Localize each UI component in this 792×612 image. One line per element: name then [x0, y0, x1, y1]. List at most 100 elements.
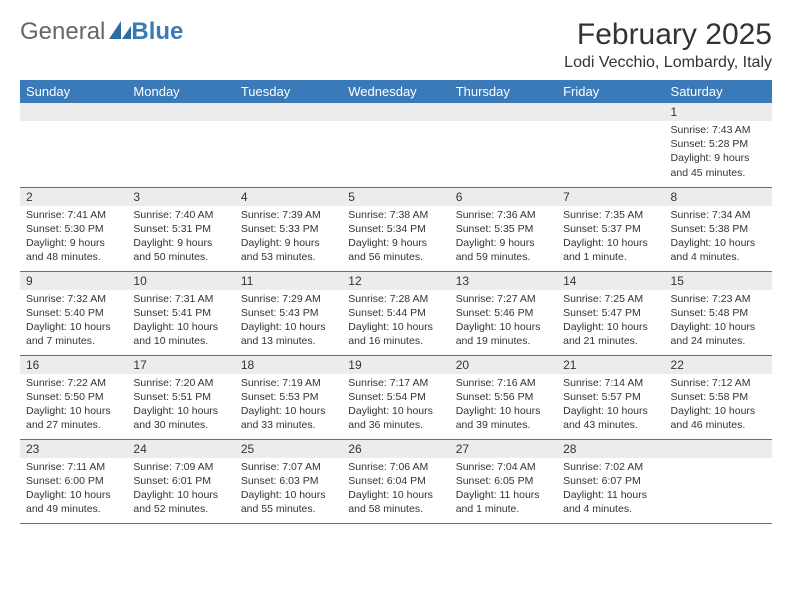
- daylight-text: Daylight: 9 hours and 45 minutes.: [671, 151, 766, 179]
- day-details: Sunrise: 7:19 AMSunset: 5:53 PMDaylight:…: [235, 374, 342, 437]
- day-details: Sunrise: 7:39 AMSunset: 5:33 PMDaylight:…: [235, 206, 342, 269]
- sunset-text: Sunset: 5:57 PM: [563, 390, 658, 404]
- day-cell: 5Sunrise: 7:38 AMSunset: 5:34 PMDaylight…: [342, 187, 449, 271]
- day-number: 17: [127, 356, 234, 374]
- sunrise-text: Sunrise: 7:07 AM: [241, 460, 336, 474]
- sunrise-text: Sunrise: 7:34 AM: [671, 208, 766, 222]
- daylight-text: Daylight: 10 hours and 33 minutes.: [241, 404, 336, 432]
- day-cell: [450, 103, 557, 187]
- day-number: 5: [342, 188, 449, 206]
- sunrise-text: Sunrise: 7:41 AM: [26, 208, 121, 222]
- sunrise-text: Sunrise: 7:17 AM: [348, 376, 443, 390]
- title-block: February 2025 Lodi Vecchio, Lombardy, It…: [564, 18, 772, 72]
- day-number: [235, 103, 342, 121]
- calendar-head: SundayMondayTuesdayWednesdayThursdayFrid…: [20, 80, 772, 103]
- day-cell: 28Sunrise: 7:02 AMSunset: 6:07 PMDayligh…: [557, 439, 664, 523]
- day-details: Sunrise: 7:17 AMSunset: 5:54 PMDaylight:…: [342, 374, 449, 437]
- day-number: 16: [20, 356, 127, 374]
- sunset-text: Sunset: 5:50 PM: [26, 390, 121, 404]
- weekday-header: Friday: [557, 80, 664, 103]
- day-cell: [20, 103, 127, 187]
- daylight-text: Daylight: 9 hours and 50 minutes.: [133, 236, 228, 264]
- sunrise-text: Sunrise: 7:04 AM: [456, 460, 551, 474]
- daylight-text: Daylight: 10 hours and 7 minutes.: [26, 320, 121, 348]
- weekday-header: Thursday: [450, 80, 557, 103]
- sunrise-text: Sunrise: 7:16 AM: [456, 376, 551, 390]
- sail-icon: [109, 18, 131, 46]
- day-details: Sunrise: 7:41 AMSunset: 5:30 PMDaylight:…: [20, 206, 127, 269]
- sunrise-text: Sunrise: 7:22 AM: [26, 376, 121, 390]
- sunset-text: Sunset: 6:05 PM: [456, 474, 551, 488]
- day-cell: 9Sunrise: 7:32 AMSunset: 5:40 PMDaylight…: [20, 271, 127, 355]
- day-number: 25: [235, 440, 342, 458]
- daylight-text: Daylight: 11 hours and 4 minutes.: [563, 488, 658, 516]
- week-row: 1Sunrise: 7:43 AMSunset: 5:28 PMDaylight…: [20, 103, 772, 187]
- sunrise-text: Sunrise: 7:31 AM: [133, 292, 228, 306]
- day-details: Sunrise: 7:16 AMSunset: 5:56 PMDaylight:…: [450, 374, 557, 437]
- brand-part1: General: [20, 18, 105, 46]
- sunset-text: Sunset: 5:41 PM: [133, 306, 228, 320]
- daylight-text: Daylight: 10 hours and 21 minutes.: [563, 320, 658, 348]
- header: General Blue February 2025 Lodi Vecchio,…: [20, 18, 772, 72]
- weekday-header: Sunday: [20, 80, 127, 103]
- day-cell: 18Sunrise: 7:19 AMSunset: 5:53 PMDayligh…: [235, 355, 342, 439]
- daylight-text: Daylight: 10 hours and 36 minutes.: [348, 404, 443, 432]
- day-number: 18: [235, 356, 342, 374]
- daylight-text: Daylight: 9 hours and 56 minutes.: [348, 236, 443, 264]
- day-number: 7: [557, 188, 664, 206]
- week-row: 2Sunrise: 7:41 AMSunset: 5:30 PMDaylight…: [20, 187, 772, 271]
- week-row: 16Sunrise: 7:22 AMSunset: 5:50 PMDayligh…: [20, 355, 772, 439]
- daylight-text: Daylight: 10 hours and 52 minutes.: [133, 488, 228, 516]
- day-cell: 4Sunrise: 7:39 AMSunset: 5:33 PMDaylight…: [235, 187, 342, 271]
- day-details: Sunrise: 7:20 AMSunset: 5:51 PMDaylight:…: [127, 374, 234, 437]
- day-cell: 1Sunrise: 7:43 AMSunset: 5:28 PMDaylight…: [665, 103, 772, 187]
- sunrise-text: Sunrise: 7:32 AM: [26, 292, 121, 306]
- day-details: Sunrise: 7:28 AMSunset: 5:44 PMDaylight:…: [342, 290, 449, 353]
- week-row: 9Sunrise: 7:32 AMSunset: 5:40 PMDaylight…: [20, 271, 772, 355]
- brand-part2: Blue: [131, 18, 183, 46]
- location: Lodi Vecchio, Lombardy, Italy: [564, 54, 772, 72]
- day-cell: 19Sunrise: 7:17 AMSunset: 5:54 PMDayligh…: [342, 355, 449, 439]
- day-number: 27: [450, 440, 557, 458]
- daylight-text: Daylight: 10 hours and 27 minutes.: [26, 404, 121, 432]
- daylight-text: Daylight: 10 hours and 24 minutes.: [671, 320, 766, 348]
- daylight-text: Daylight: 10 hours and 30 minutes.: [133, 404, 228, 432]
- day-cell: 14Sunrise: 7:25 AMSunset: 5:47 PMDayligh…: [557, 271, 664, 355]
- sunset-text: Sunset: 6:07 PM: [563, 474, 658, 488]
- day-number: 6: [450, 188, 557, 206]
- day-cell: 15Sunrise: 7:23 AMSunset: 5:48 PMDayligh…: [665, 271, 772, 355]
- week-row: 23Sunrise: 7:11 AMSunset: 6:00 PMDayligh…: [20, 439, 772, 523]
- day-details: Sunrise: 7:36 AMSunset: 5:35 PMDaylight:…: [450, 206, 557, 269]
- sunset-text: Sunset: 5:43 PM: [241, 306, 336, 320]
- daylight-text: Daylight: 9 hours and 59 minutes.: [456, 236, 551, 264]
- sunset-text: Sunset: 6:03 PM: [241, 474, 336, 488]
- day-number: 10: [127, 272, 234, 290]
- sunset-text: Sunset: 5:30 PM: [26, 222, 121, 236]
- sunrise-text: Sunrise: 7:28 AM: [348, 292, 443, 306]
- day-cell: 21Sunrise: 7:14 AMSunset: 5:57 PMDayligh…: [557, 355, 664, 439]
- day-cell: 2Sunrise: 7:41 AMSunset: 5:30 PMDaylight…: [20, 187, 127, 271]
- sunrise-text: Sunrise: 7:19 AM: [241, 376, 336, 390]
- day-number: 11: [235, 272, 342, 290]
- day-details: Sunrise: 7:23 AMSunset: 5:48 PMDaylight:…: [665, 290, 772, 353]
- day-number: 22: [665, 356, 772, 374]
- day-number: [127, 103, 234, 121]
- day-cell: 25Sunrise: 7:07 AMSunset: 6:03 PMDayligh…: [235, 439, 342, 523]
- sunrise-text: Sunrise: 7:40 AM: [133, 208, 228, 222]
- sunset-text: Sunset: 5:53 PM: [241, 390, 336, 404]
- sunset-text: Sunset: 5:58 PM: [671, 390, 766, 404]
- daylight-text: Daylight: 10 hours and 13 minutes.: [241, 320, 336, 348]
- day-details: Sunrise: 7:22 AMSunset: 5:50 PMDaylight:…: [20, 374, 127, 437]
- sunset-text: Sunset: 5:34 PM: [348, 222, 443, 236]
- day-number: 15: [665, 272, 772, 290]
- day-details: Sunrise: 7:07 AMSunset: 6:03 PMDaylight:…: [235, 458, 342, 521]
- day-number: 20: [450, 356, 557, 374]
- sunset-text: Sunset: 5:31 PM: [133, 222, 228, 236]
- day-cell: 24Sunrise: 7:09 AMSunset: 6:01 PMDayligh…: [127, 439, 234, 523]
- day-details: Sunrise: 7:11 AMSunset: 6:00 PMDaylight:…: [20, 458, 127, 521]
- day-number: 3: [127, 188, 234, 206]
- day-details: Sunrise: 7:27 AMSunset: 5:46 PMDaylight:…: [450, 290, 557, 353]
- day-cell: 3 Sunrise: 7:40 AMSunset: 5:31 PMDaylight…: [127, 187, 234, 271]
- calendar-table: SundayMondayTuesdayWednesdayThursdayFrid…: [20, 80, 772, 524]
- daylight-text: Daylight: 10 hours and 10 minutes.: [133, 320, 228, 348]
